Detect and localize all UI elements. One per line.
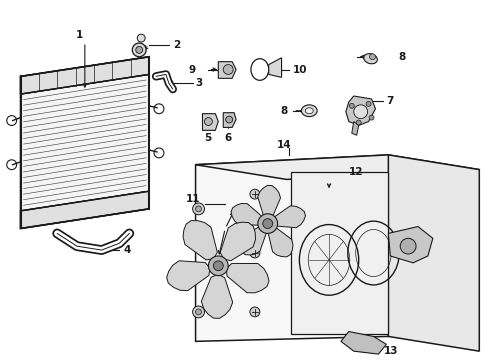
Circle shape [136,46,143,53]
Circle shape [369,115,374,120]
Polygon shape [389,226,433,263]
Text: 5: 5 [204,133,211,143]
Circle shape [250,307,260,317]
Polygon shape [341,332,387,354]
Circle shape [208,256,228,276]
Bar [292,172,389,333]
Polygon shape [196,155,389,341]
Polygon shape [202,114,219,130]
Text: 10: 10 [293,64,307,75]
Circle shape [226,116,233,123]
Text: 8: 8 [398,52,406,62]
Polygon shape [231,203,262,225]
Circle shape [213,261,223,271]
Polygon shape [225,264,269,293]
Circle shape [223,64,233,75]
Text: 4: 4 [123,245,131,255]
Circle shape [193,203,204,215]
Circle shape [250,248,260,258]
Circle shape [354,105,368,118]
Polygon shape [389,155,479,351]
Text: 11: 11 [186,194,200,204]
Polygon shape [274,206,305,228]
Text: 2: 2 [173,40,180,50]
Text: 9: 9 [189,64,196,75]
Polygon shape [220,222,255,261]
Text: 12: 12 [349,167,363,176]
Polygon shape [346,96,375,125]
Polygon shape [258,185,280,216]
Text: 1: 1 [76,30,83,40]
Circle shape [250,189,260,199]
Polygon shape [352,122,359,135]
Circle shape [204,118,212,125]
Circle shape [263,219,272,229]
Polygon shape [21,191,149,229]
Circle shape [356,120,361,125]
Polygon shape [223,113,236,127]
Text: 13: 13 [383,346,398,356]
Ellipse shape [305,108,313,114]
Circle shape [258,214,278,233]
Ellipse shape [301,105,317,117]
Ellipse shape [364,54,377,64]
Polygon shape [196,155,479,179]
Circle shape [349,103,354,108]
Circle shape [400,238,416,254]
Circle shape [137,34,145,42]
Polygon shape [201,273,233,318]
Polygon shape [183,221,218,261]
Text: 7: 7 [387,96,394,106]
Polygon shape [269,58,282,77]
Circle shape [196,309,201,315]
Text: 6: 6 [224,133,232,143]
Polygon shape [21,57,149,94]
Text: 14: 14 [277,140,292,150]
Circle shape [132,43,146,57]
Circle shape [369,54,375,60]
Polygon shape [219,62,236,78]
Polygon shape [268,228,293,257]
Polygon shape [241,227,266,255]
Polygon shape [21,75,149,211]
Circle shape [196,206,201,212]
Text: 8: 8 [280,106,288,116]
Text: 3: 3 [196,78,203,88]
Polygon shape [167,261,212,291]
Circle shape [193,306,204,318]
Circle shape [366,102,371,106]
